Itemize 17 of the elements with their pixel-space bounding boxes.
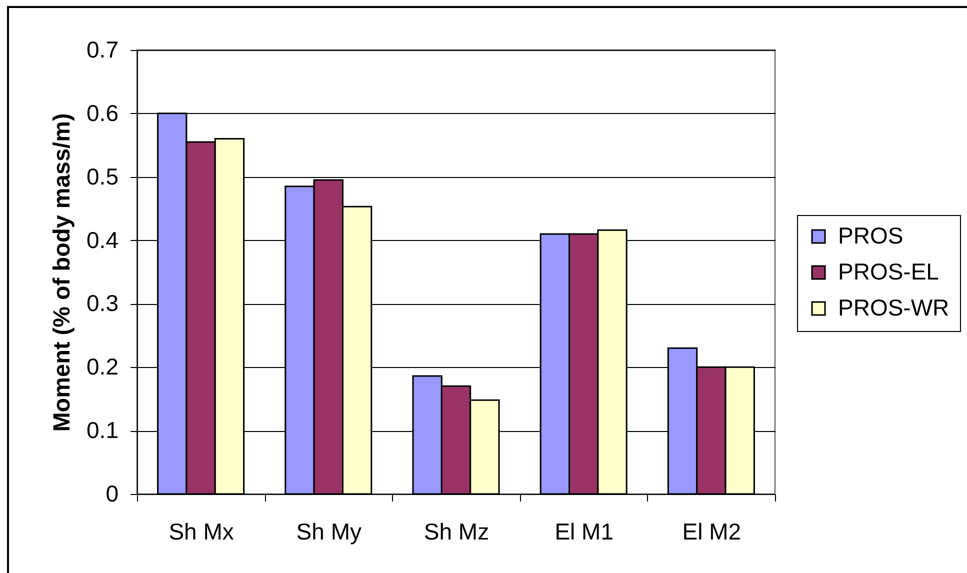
y-tick-label: 0.2: [86, 354, 118, 380]
legend-label: PROS-EL: [838, 258, 940, 284]
y-tick-label: 0.6: [86, 100, 118, 126]
legend-label: PROS: [838, 222, 904, 248]
x-tick-label: Sh Mz: [424, 518, 490, 544]
x-tick-label: El M2: [682, 518, 742, 544]
y-axis-title: Moment (% of body mass/m): [48, 113, 75, 432]
y-tick-label: 0.5: [86, 163, 118, 190]
y-tick-label: 0.3: [86, 290, 118, 316]
x-tick-label: Sh My: [296, 518, 362, 544]
legend-label: PROS-WR: [838, 294, 950, 320]
y-tick-label: 0.7: [86, 36, 118, 62]
y-tick-label: 0: [106, 480, 118, 506]
x-tick-label: Sh Mx: [168, 518, 234, 544]
x-tick-label: El M1: [554, 518, 614, 544]
y-tick-label: 0.1: [86, 417, 118, 444]
y-tick-label: 0.4: [86, 226, 119, 253]
